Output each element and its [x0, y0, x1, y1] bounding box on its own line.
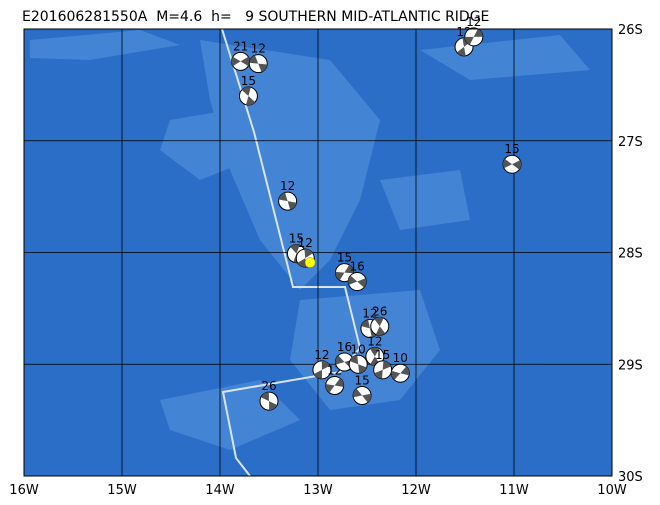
beachball-quadrant	[297, 249, 313, 268]
depth-label: 15	[504, 142, 519, 156]
depth-label: 15	[354, 374, 369, 388]
lon-tick-label: 10W	[597, 483, 627, 498]
map-title: E201606281550A M=4.6 h= 9 SOUTHERN MID-A…	[22, 9, 489, 25]
focal-mechanism	[259, 391, 279, 411]
lon-tick-label: 11W	[499, 483, 529, 498]
beachball-quadrant	[370, 347, 380, 366]
focal-mechanism	[370, 316, 390, 336]
beachball-quadrant	[503, 158, 522, 170]
focal-mechanism	[373, 360, 393, 380]
map-frame	[23, 28, 613, 477]
depth-label: 12	[298, 236, 313, 250]
depth-label: 15	[241, 74, 256, 88]
plate-boundary	[221, 28, 362, 477]
focal-mechanism	[348, 354, 368, 374]
beachball-quadrant	[374, 360, 391, 379]
depth-label: 16	[337, 340, 352, 354]
depth-label: 10	[351, 342, 366, 356]
focal-mechanism	[278, 191, 298, 211]
depth-label: 16	[350, 260, 365, 274]
lat-tick-label: 28S	[618, 247, 643, 262]
focal-mechanism	[238, 86, 258, 106]
focal-mechanism	[312, 360, 332, 380]
beachball-quadrant	[249, 55, 268, 72]
beachball-quadrant	[348, 275, 367, 288]
depth-label: 21	[233, 39, 248, 53]
depth-label: 15	[337, 251, 352, 265]
depth-label: 12	[367, 334, 382, 348]
focal-mechanism	[248, 54, 268, 74]
beachball-quadrant	[335, 264, 354, 281]
depth-label: 12	[466, 15, 481, 29]
beachball-quadrant	[231, 56, 250, 67]
focal-mechanism	[352, 386, 372, 406]
beachball-quadrant	[349, 355, 367, 374]
depth-label: 12	[280, 179, 295, 193]
lon-tick-label: 12W	[401, 483, 431, 498]
depth-label: 15	[375, 348, 390, 362]
lat-tick-label: 27S	[618, 135, 643, 150]
beachball-quadrant	[241, 87, 256, 106]
depth-label: 12	[251, 42, 266, 56]
depth-label: 26	[261, 379, 276, 393]
lat-tick-label: 29S	[618, 358, 643, 373]
beachball-quadrant	[313, 360, 330, 379]
beachball-quadrant	[391, 366, 410, 380]
lat-tick-label: 30S	[618, 470, 643, 485]
depth-label: 10	[393, 351, 408, 365]
beachball-quadrant	[278, 192, 297, 210]
depth-label: 15	[289, 232, 304, 246]
depth-label: 12	[362, 306, 377, 320]
focal-mechanism	[464, 27, 484, 47]
focal-mechanism	[365, 346, 385, 366]
focal-mechanism	[231, 51, 251, 71]
lon-tick-label: 14W	[205, 483, 235, 498]
lon-tick-label: 15W	[107, 483, 137, 498]
beachball-quadrant	[374, 317, 386, 336]
focal-mechanism	[502, 154, 522, 174]
focal-mechanism	[347, 272, 367, 292]
focal-mechanism	[390, 363, 410, 383]
beachball-quadrant	[260, 392, 278, 411]
beachball-quadrant	[325, 378, 344, 393]
beachball-quadrant	[464, 28, 483, 45]
lon-tick-label: 16W	[9, 483, 39, 498]
depth-label: 12	[314, 348, 329, 362]
depth-label: 26	[372, 304, 387, 318]
focal-mechanism	[325, 375, 345, 395]
lat-tick-label: 26S	[618, 23, 643, 38]
beachball-quadrant	[353, 388, 372, 403]
epicenter	[304, 257, 316, 268]
lon-tick-label: 13W	[303, 483, 333, 498]
